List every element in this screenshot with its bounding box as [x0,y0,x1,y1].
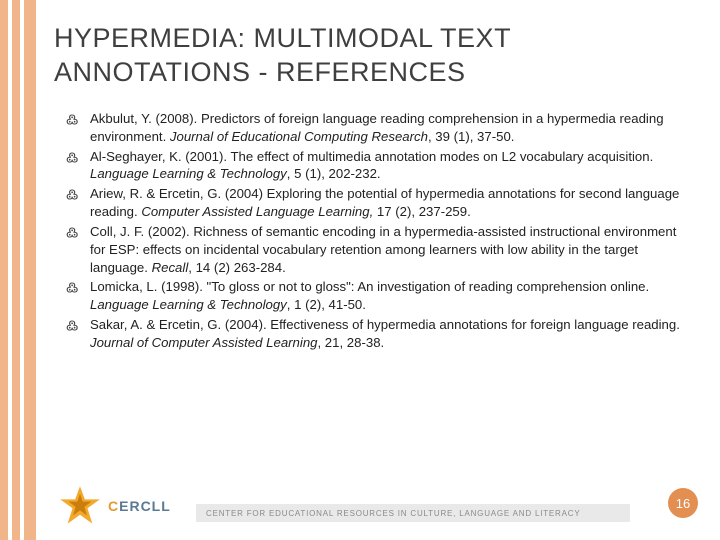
reference-list: ߷Akbulut, Y. (2008). Predictors of forei… [66,110,690,352]
ref-text-pre: Al-Seghayer, K. (2001). The effect of mu… [90,149,653,164]
logo: CERCLL [58,484,171,528]
reference-item: ߷Ariew, R. & Ercetin, G. (2004) Explorin… [66,185,690,221]
bullet-icon: ߷ [66,279,78,297]
reference-item: ߷Akbulut, Y. (2008). Predictors of forei… [66,110,690,146]
bullet-icon: ߷ [66,186,78,204]
ref-text-pre: Lomicka, L. (1998). "To gloss or not to … [90,279,649,294]
ref-text-italic: Journal of Educational Computing Researc… [170,129,428,144]
ref-text-post: , 1 (2), 41-50. [287,297,366,312]
logo-letter-c: C [108,498,119,514]
logo-text: CERCLL [108,498,171,514]
ref-text-italic: Language Learning & Technology [90,297,287,312]
tagline: CENTER FOR EDUCATIONAL RESOURCES IN CULT… [196,504,630,522]
ref-text-post: 17 (2), 237-259. [373,204,471,219]
bullet-icon: ߷ [66,149,78,167]
ref-text-italic: Computer Assisted Language Learning, [141,204,373,219]
reference-item: ߷ Al-Seghayer, K. (2001). The effect of m… [66,148,690,184]
ref-text-italic: Journal of Computer Assisted Learning [90,335,317,350]
footer: CERCLL CENTER FOR EDUCATIONAL RESOURCES … [0,472,720,540]
ref-text-italic: Recall [152,260,189,275]
stripe-decoration [24,0,36,540]
references-block: ߷Akbulut, Y. (2008). Predictors of forei… [66,110,690,354]
bullet-icon: ߷ [66,317,78,335]
ref-text-post: , 5 (1), 202-232. [287,166,381,181]
ref-text-post: , 21, 28-38. [317,335,384,350]
ref-text-pre: Sakar, A. & Ercetin, G. (2004). Effectiv… [90,317,680,332]
slide: HYPERMEDIA: MULTIMODAL TEXT ANNOTATIONS … [0,0,720,540]
page-number: 16 [668,488,698,518]
logo-rest: ERCLL [119,498,171,514]
reference-item: ߷ Lomicka, L. (1998). "To gloss or not to… [66,278,690,314]
bullet-icon: ߷ [66,224,78,242]
stripe-decoration [0,0,8,540]
ref-text-post: , 14 (2) 263-284. [188,260,286,275]
reference-item: ߷ Sakar, A. & Ercetin, G. (2004). Effecti… [66,316,690,352]
reference-item: ߷Coll, J. F. (2002). Richness of semanti… [66,223,690,276]
star-icon [58,484,102,528]
ref-text-post: , 39 (1), 37-50. [428,129,515,144]
stripe-decoration [12,0,20,540]
ref-text-italic: Language Learning & Technology [90,166,287,181]
page-title: HYPERMEDIA: MULTIMODAL TEXT ANNOTATIONS … [54,22,700,90]
bullet-icon: ߷ [66,111,78,129]
